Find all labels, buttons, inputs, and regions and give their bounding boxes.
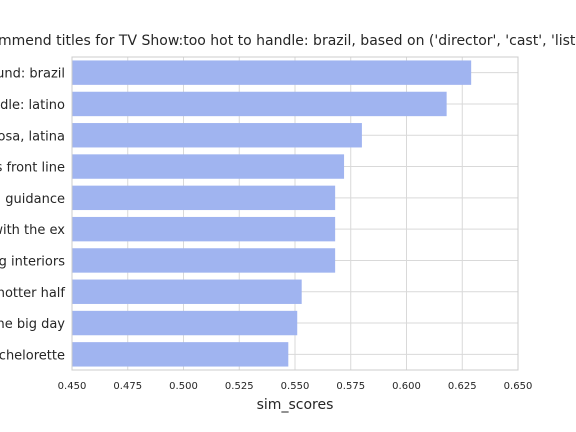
y-tick-label: the big day bbox=[0, 317, 65, 332]
bar bbox=[72, 60, 472, 85]
bars bbox=[72, 60, 472, 367]
x-tick-labels: 0.450 0.475 0.500 0.525 0.550 0.575 0.600 0.625… bbox=[58, 381, 533, 392]
y-tick-label: l guidance bbox=[0, 192, 65, 207]
x-tick-label: 0.650 bbox=[504, 381, 533, 392]
y-tick-label: hotter half bbox=[0, 286, 65, 301]
x-tick-label: 0.525 bbox=[225, 381, 254, 392]
bar bbox=[72, 310, 298, 336]
bar bbox=[72, 342, 289, 367]
bar bbox=[72, 248, 336, 273]
x-tick-label: 0.550 bbox=[281, 381, 310, 392]
x-tick-label: 0.575 bbox=[336, 381, 365, 392]
x-tick-label: 0.600 bbox=[392, 381, 421, 392]
y-tick-label: achelorette bbox=[0, 348, 65, 363]
y-tick-label: ndle: latino bbox=[0, 98, 65, 113]
x-tick-label: 0.500 bbox=[169, 381, 198, 392]
y-tick-label: nosa, latina bbox=[0, 129, 65, 144]
y-tick-label: with the ex bbox=[0, 223, 65, 238]
bar bbox=[72, 91, 447, 117]
y-tick-label: ound: brazil bbox=[0, 67, 65, 82]
x-axis-label: sim_scores bbox=[257, 397, 334, 413]
y-tick-label: s front line bbox=[0, 161, 65, 176]
bar bbox=[72, 154, 345, 179]
bar bbox=[72, 185, 336, 211]
chart-title: mmend titles for TV Show:too hot to hand… bbox=[0, 33, 576, 49]
y-tick-label: ng interiors bbox=[0, 254, 65, 269]
x-tick-label: 0.625 bbox=[448, 381, 477, 392]
x-tick-label: 0.450 bbox=[58, 381, 87, 392]
y-tick-labels: ound: brazil ndle: latino nosa, latina s fr… bbox=[0, 67, 65, 364]
bar bbox=[72, 216, 336, 242]
bar bbox=[72, 279, 302, 304]
x-tick-label: 0.475 bbox=[113, 381, 142, 392]
plot-frame bbox=[71, 56, 519, 371]
bar bbox=[72, 123, 362, 148]
